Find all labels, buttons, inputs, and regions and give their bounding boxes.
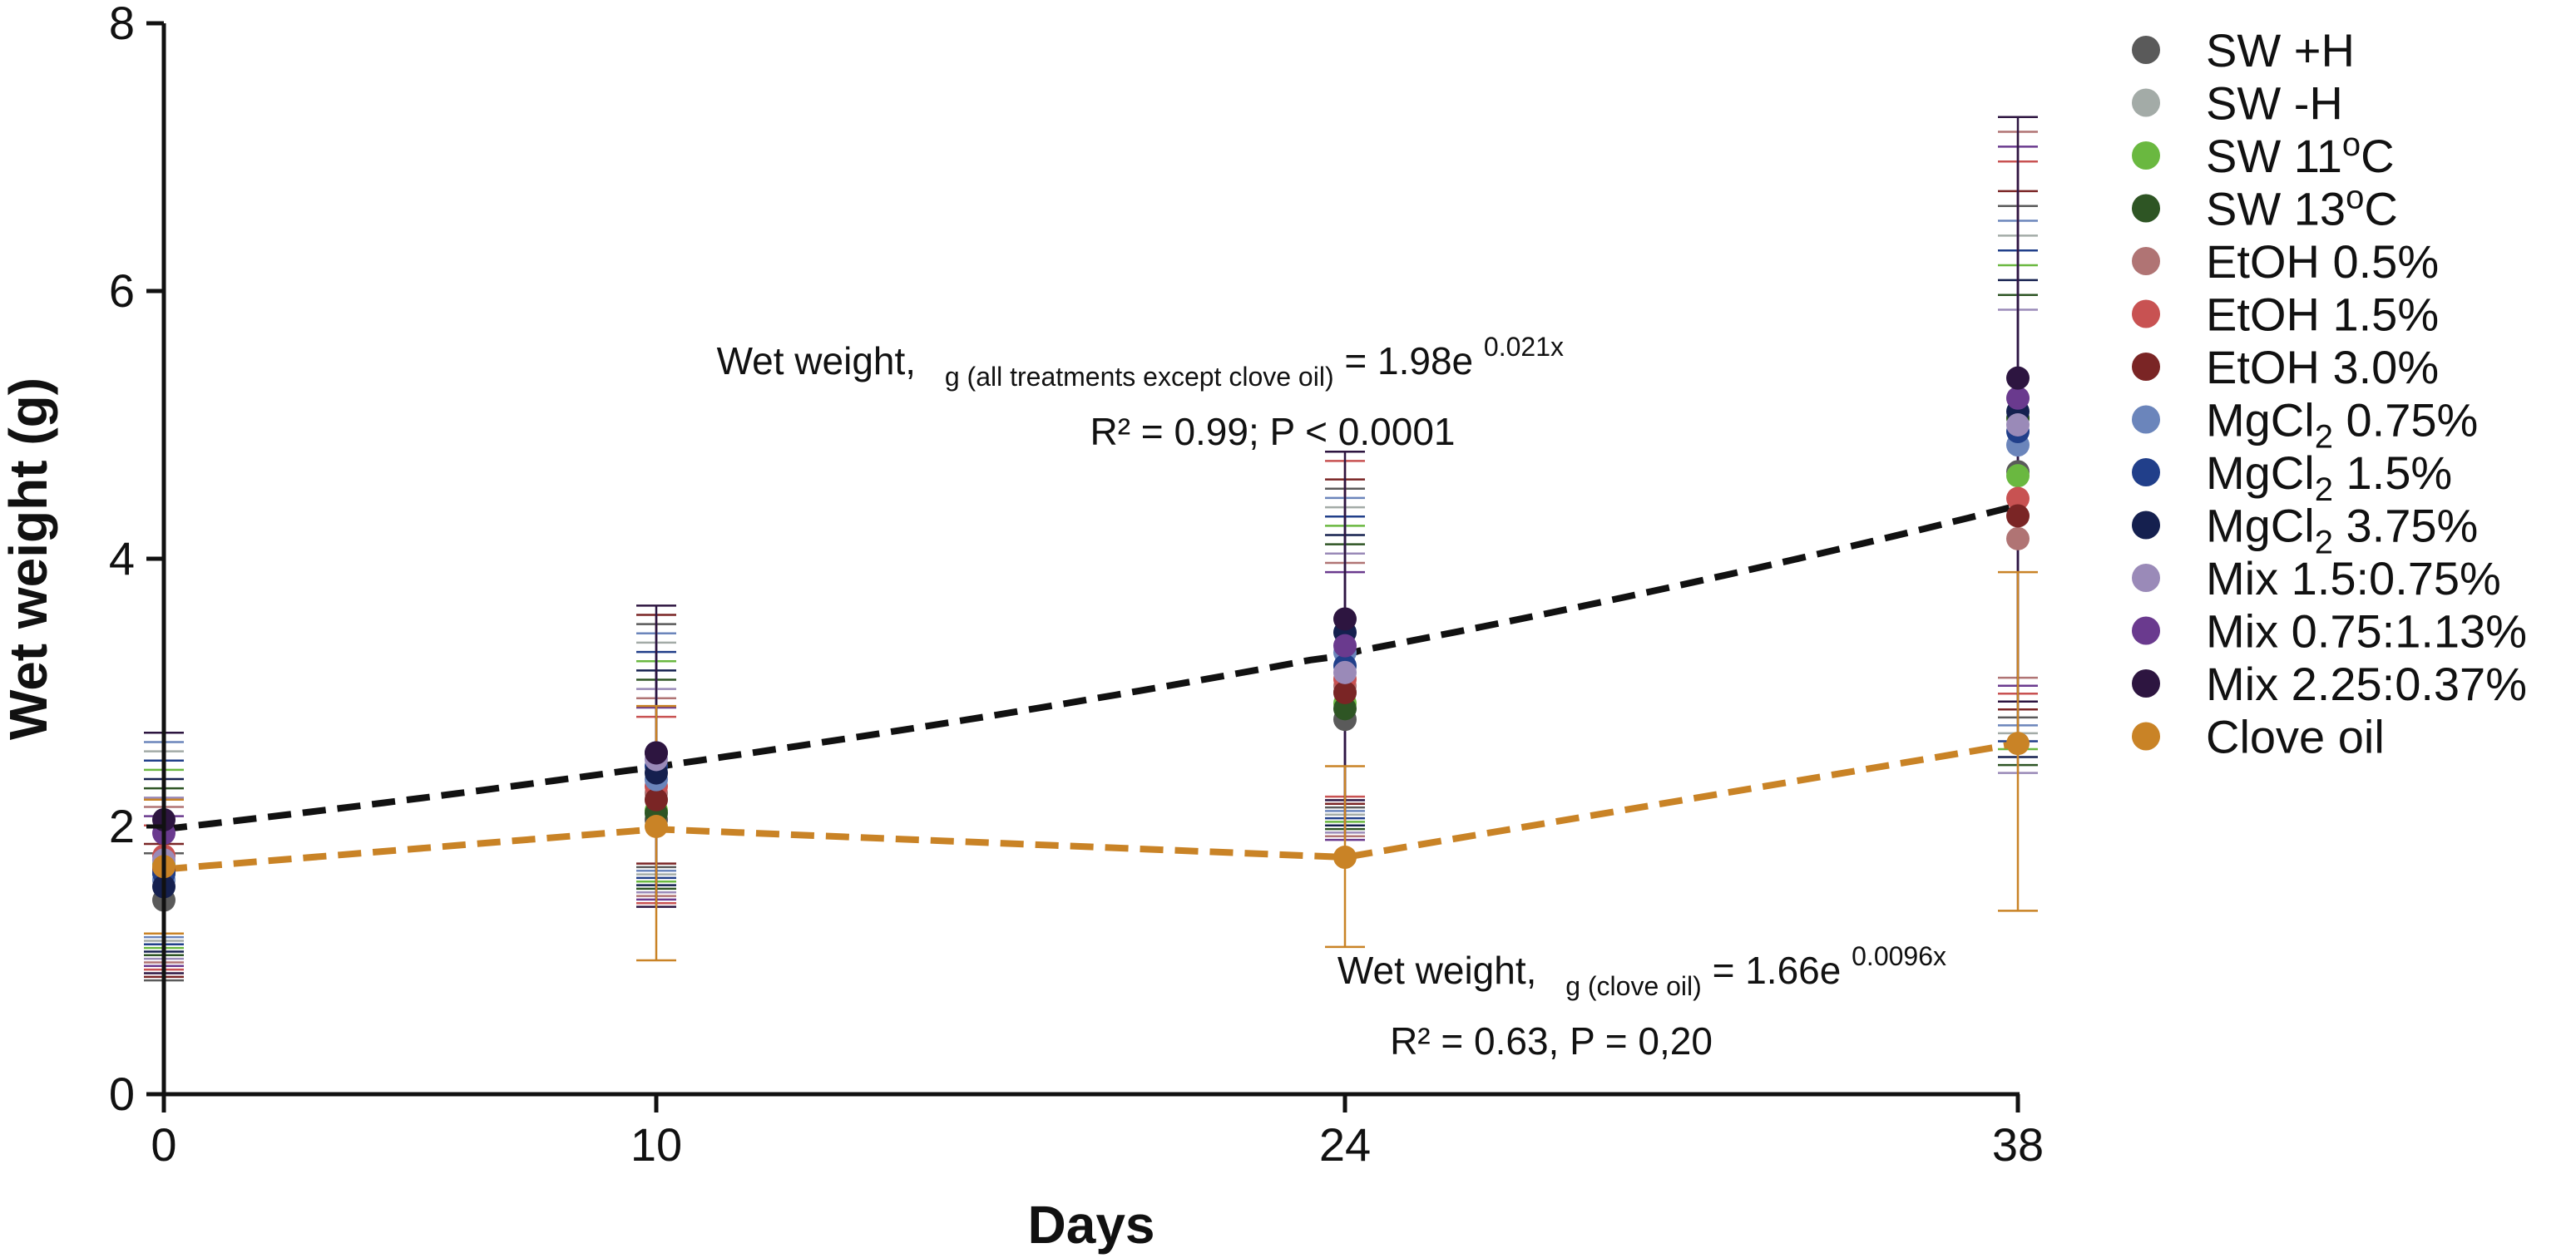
annot2-sub: g (clove oil)	[1565, 971, 1702, 1001]
legend-marker-mix-2-25-0-37	[2132, 669, 2160, 698]
legend-item-mix-0-75-1-13: Mix 0.75:1.13%	[2132, 605, 2527, 658]
point-mix-0-75-1-13-day-24	[1333, 634, 1357, 658]
y-tick-label-6: 6	[109, 264, 135, 317]
point-mix-2-25-0-37-day-10	[645, 741, 668, 765]
legend-marker-sw-13oc	[2132, 194, 2160, 223]
fit-annotation-2-stats: R² = 0.63, P = 0,20	[1390, 1019, 1713, 1063]
legend-item-etoh-0-5: EtOH 0.5%	[2132, 235, 2439, 288]
legend-label-sw-h: SW +H	[2206, 24, 2355, 76]
legend-label-clove-oil: Clove oil	[2206, 711, 2385, 763]
legend-label-mgcl2-0-75: MgCl2 0.75%	[2206, 394, 2478, 456]
data-points	[152, 366, 2030, 912]
point-clove-oil-day-10	[645, 815, 668, 838]
legend-label-sw-11oc: SW 11oC	[2206, 126, 2395, 182]
x-axis-title: Days	[1028, 1195, 1155, 1255]
legend-marker-sw-h	[2132, 36, 2160, 64]
legend-item-clove-oil: Clove oil	[2132, 711, 2385, 763]
point-mix-1-5-0-75-day-38	[2006, 413, 2030, 437]
y-tick-label-4: 4	[109, 532, 135, 585]
point-clove-oil-day-38	[2006, 732, 2030, 756]
x-tick-label-10: 10	[630, 1118, 682, 1171]
legend-label-mix-0-75-1-13: Mix 0.75:1.13%	[2206, 605, 2527, 658]
legend-item-mgcl2-3-75: MgCl2 3.75%	[2132, 500, 2478, 561]
legend-item-sw-h: SW +H	[2132, 24, 2355, 76]
legend-item-sw-13oc: SW 13oC	[2132, 180, 2398, 235]
legend-label-mgcl2-1-5: MgCl2 1.5%	[2206, 446, 2452, 508]
legend-label-mix-2-25-0-37: Mix 2.25:0.37%	[2206, 658, 2527, 710]
fit-annotation-2-equation: Wet weight, g (clove oil) = 1.66e 0.0096…	[1337, 941, 1946, 1004]
x-tick-label-0: 0	[151, 1118, 176, 1171]
annot1-exp: 0.021x	[1484, 332, 1564, 362]
legend-label-etoh-3-0: EtOH 3.0%	[2206, 341, 2439, 393]
point-mix-2-25-0-37-day-24	[1333, 607, 1357, 631]
point-etoh-1-5-day-38	[2006, 486, 2030, 511]
legend-item-etoh-3-0: EtOH 3.0%	[2132, 341, 2439, 393]
legend-marker-mix-0-75-1-13	[2132, 616, 2160, 645]
annot1-sub: g (all treatments except clove oil)	[945, 362, 1334, 392]
legend-marker-etoh-1-5	[2132, 299, 2160, 328]
point-etoh-3-0-day-10	[645, 787, 668, 812]
annot2-main: Wet weight,	[1337, 949, 1536, 992]
axes	[161, 23, 2020, 1097]
legend-label-etoh-1-5: EtOH 1.5%	[2206, 289, 2439, 341]
x-tick-label-38: 38	[1992, 1118, 2044, 1171]
fit-lines	[163, 502, 2019, 873]
fit-annotation-1-equation: Wet weight, g (all treatments except clo…	[717, 332, 1564, 394]
legend-label-sw-h: SW -H	[2206, 77, 2343, 130]
legend-marker-mix-1-5-0-75	[2132, 564, 2160, 592]
legend-item-mix-1-5-0-75: Mix 1.5:0.75%	[2132, 552, 2501, 604]
legend-item-sw-h: SW -H	[2132, 77, 2343, 130]
point-mix-0-75-1-13-day-38	[2006, 386, 2030, 410]
point-etoh-3-0-day-24	[1333, 681, 1357, 704]
legend-item-mix-2-25-0-37: Mix 2.25:0.37%	[2132, 658, 2527, 710]
legend-marker-etoh-3-0	[2132, 353, 2160, 381]
legend-marker-sw-h	[2132, 88, 2160, 117]
legend-item-sw-11oc: SW 11oC	[2132, 126, 2395, 182]
legend-label-sw-13oc: SW 13oC	[2206, 180, 2398, 235]
legend-label-mgcl2-3-75: MgCl2 3.75%	[2206, 500, 2478, 561]
y-tick-label-8: 8	[109, 0, 135, 49]
y-axis-title: Wet weight (g)	[0, 377, 58, 740]
fit-annotation-1-stats: R² = 0.99; P < 0.0001	[1090, 410, 1455, 453]
annot2-exp: 0.0096x	[1852, 941, 1946, 971]
legend-marker-sw-11oc	[2132, 141, 2160, 170]
legend-label-mix-1-5-0-75: Mix 1.5:0.75%	[2206, 552, 2501, 604]
point-sw-11oc-day-38	[2006, 464, 2030, 488]
legend-marker-mgcl2-1-5	[2132, 458, 2160, 486]
point-etoh-0-5-day-38	[2006, 526, 2030, 550]
point-mix-2-25-0-37-day-38	[2006, 366, 2030, 390]
legend-item-etoh-1-5: EtOH 1.5%	[2132, 289, 2439, 341]
y-tick-label-2: 2	[109, 800, 135, 852]
point-clove-oil-day-24	[1333, 846, 1357, 870]
annot1-main: Wet weight,	[717, 339, 916, 382]
y-tick-label-0: 0	[109, 1068, 135, 1120]
legend-marker-clove-oil	[2132, 722, 2160, 751]
legend-marker-mgcl2-3-75	[2132, 511, 2160, 540]
legend-marker-mgcl2-0-75	[2132, 405, 2160, 434]
fit-line-all-treatments-except-clove-oil	[163, 502, 2019, 833]
annot2-eq: = 1.66e	[1713, 949, 1842, 992]
point-mix-1-5-0-75-day-24	[1333, 660, 1357, 684]
x-tick-label-24: 24	[1319, 1118, 1371, 1171]
legend-marker-etoh-0-5	[2132, 247, 2160, 275]
legend-item-mgcl2-1-5: MgCl2 1.5%	[2132, 446, 2452, 508]
point-sw-13oc-day-24	[1333, 697, 1357, 721]
legend-label-etoh-0-5: EtOH 0.5%	[2206, 235, 2439, 288]
legend-item-mgcl2-0-75: MgCl2 0.75%	[2132, 394, 2478, 456]
annot1-eq: = 1.98e	[1344, 339, 1473, 382]
fit-line-clove-oil	[163, 740, 2019, 873]
point-etoh-3-0-day-38	[2006, 504, 2030, 528]
